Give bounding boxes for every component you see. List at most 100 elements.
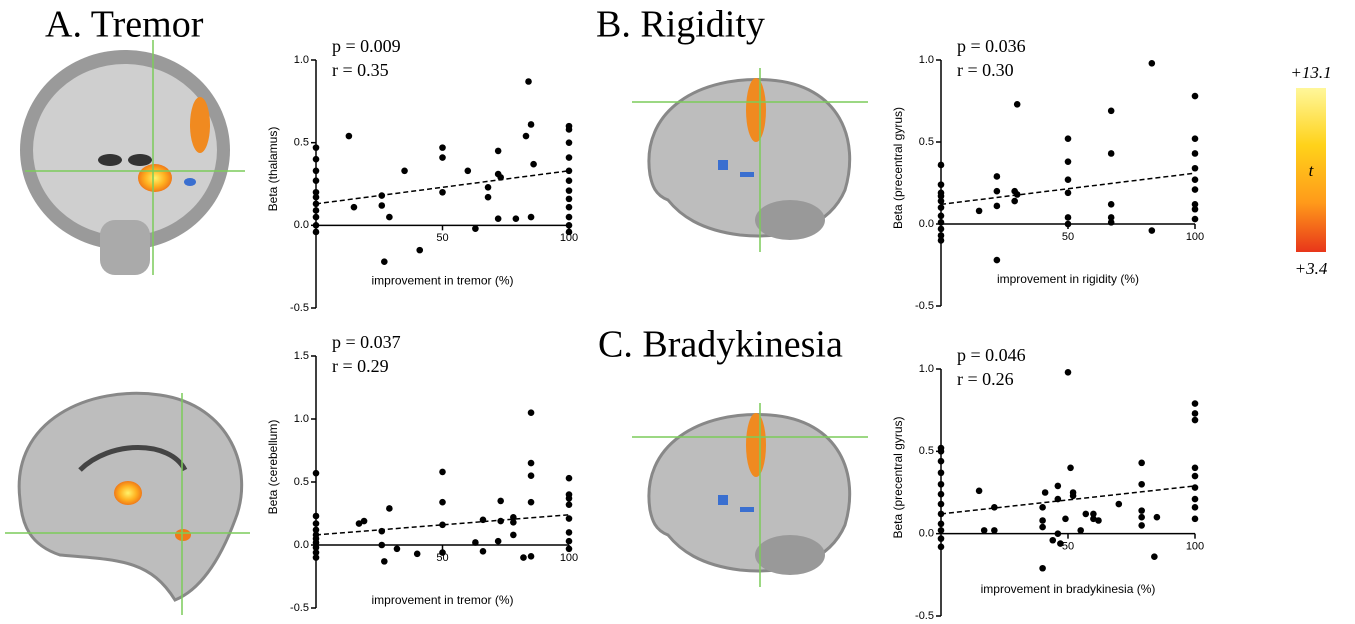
y-tick-label: 0.0 bbox=[294, 539, 309, 551]
point bbox=[416, 247, 423, 254]
point bbox=[566, 545, 573, 552]
point bbox=[1138, 507, 1145, 514]
annotation: r = 0.29 bbox=[332, 356, 389, 376]
x-axis-label: improvement in tremor (%) bbox=[371, 274, 513, 288]
point bbox=[566, 222, 573, 229]
point bbox=[1192, 516, 1199, 523]
point bbox=[938, 544, 945, 551]
point bbox=[566, 515, 573, 522]
point bbox=[378, 202, 385, 209]
point bbox=[938, 458, 945, 465]
point bbox=[1192, 484, 1199, 491]
point bbox=[1108, 150, 1115, 157]
y-tick-label: 0.0 bbox=[919, 218, 934, 230]
y-tick-label: -0.5 bbox=[915, 610, 934, 622]
point bbox=[1065, 369, 1072, 376]
x-tick-label: 50 bbox=[436, 232, 448, 244]
point bbox=[1192, 165, 1199, 172]
point bbox=[1065, 135, 1072, 142]
point bbox=[381, 558, 388, 565]
point bbox=[566, 501, 573, 508]
point bbox=[439, 549, 446, 556]
point bbox=[313, 194, 320, 201]
y-tick-label: -0.5 bbox=[915, 300, 934, 312]
annotation: r = 0.35 bbox=[332, 60, 389, 80]
point bbox=[938, 237, 945, 244]
point bbox=[1108, 108, 1115, 115]
point bbox=[938, 226, 945, 233]
point bbox=[1192, 473, 1199, 480]
colorbar-max: +13.1 bbox=[1290, 63, 1331, 82]
point bbox=[313, 167, 320, 174]
point bbox=[1192, 496, 1199, 503]
point bbox=[1065, 176, 1072, 183]
point bbox=[938, 501, 945, 508]
y-tick-label: 1.5 bbox=[294, 350, 309, 362]
point bbox=[976, 488, 983, 495]
point bbox=[439, 154, 446, 161]
point bbox=[1192, 504, 1199, 511]
point bbox=[1108, 201, 1115, 208]
point bbox=[1149, 60, 1156, 67]
annotation: p = 0.046 bbox=[957, 345, 1026, 365]
point bbox=[313, 144, 320, 151]
point bbox=[1108, 219, 1115, 226]
point bbox=[313, 554, 320, 561]
point bbox=[528, 409, 535, 416]
point bbox=[566, 204, 573, 211]
point bbox=[495, 215, 502, 222]
point bbox=[495, 538, 502, 545]
x-tick-label: 100 bbox=[1186, 231, 1204, 243]
point bbox=[1055, 483, 1062, 490]
point bbox=[1192, 176, 1199, 183]
point bbox=[361, 518, 368, 525]
point bbox=[566, 229, 573, 236]
point bbox=[528, 553, 535, 560]
point bbox=[1138, 460, 1145, 467]
point bbox=[1192, 186, 1199, 193]
figure: A. Tremor B. Rigidity C. Bradykinesia bbox=[0, 0, 1355, 624]
panel-title: B. Rigidity bbox=[596, 4, 765, 46]
annotation: r = 0.30 bbox=[957, 60, 1014, 80]
point bbox=[1065, 190, 1072, 197]
point bbox=[1039, 524, 1046, 531]
y-tick-label: 0.5 bbox=[919, 445, 934, 457]
point bbox=[1192, 410, 1199, 417]
point bbox=[981, 527, 988, 534]
y-tick-label: 0.0 bbox=[294, 219, 309, 231]
point bbox=[513, 215, 520, 222]
point bbox=[938, 162, 945, 169]
point bbox=[414, 551, 421, 558]
point bbox=[313, 470, 320, 477]
point bbox=[313, 520, 320, 527]
point bbox=[313, 214, 320, 221]
point bbox=[1049, 537, 1056, 544]
point bbox=[472, 539, 479, 546]
point bbox=[1039, 565, 1046, 572]
point bbox=[528, 121, 535, 128]
y-tick-label: -0.5 bbox=[290, 602, 309, 614]
point bbox=[566, 495, 573, 502]
y-axis-label: Beta (precentral gyrus) bbox=[891, 107, 905, 229]
point bbox=[313, 177, 320, 184]
point bbox=[566, 538, 573, 545]
annotation: p = 0.037 bbox=[332, 332, 401, 352]
point bbox=[566, 214, 573, 221]
point bbox=[351, 204, 358, 211]
brain-coronal bbox=[20, 40, 245, 275]
x-axis-label: improvement in rigidity (%) bbox=[997, 272, 1139, 286]
point bbox=[1070, 492, 1077, 499]
y-tick-label: 1.0 bbox=[919, 54, 934, 66]
point bbox=[520, 554, 527, 561]
point bbox=[938, 535, 945, 542]
point bbox=[1138, 481, 1145, 488]
point bbox=[1042, 489, 1049, 496]
point bbox=[528, 460, 535, 467]
point bbox=[1192, 400, 1199, 407]
point bbox=[938, 491, 945, 498]
y-tick-label: 1.0 bbox=[294, 413, 309, 425]
point bbox=[1065, 158, 1072, 165]
point bbox=[1057, 540, 1064, 547]
point bbox=[1138, 522, 1145, 529]
point bbox=[313, 222, 320, 229]
